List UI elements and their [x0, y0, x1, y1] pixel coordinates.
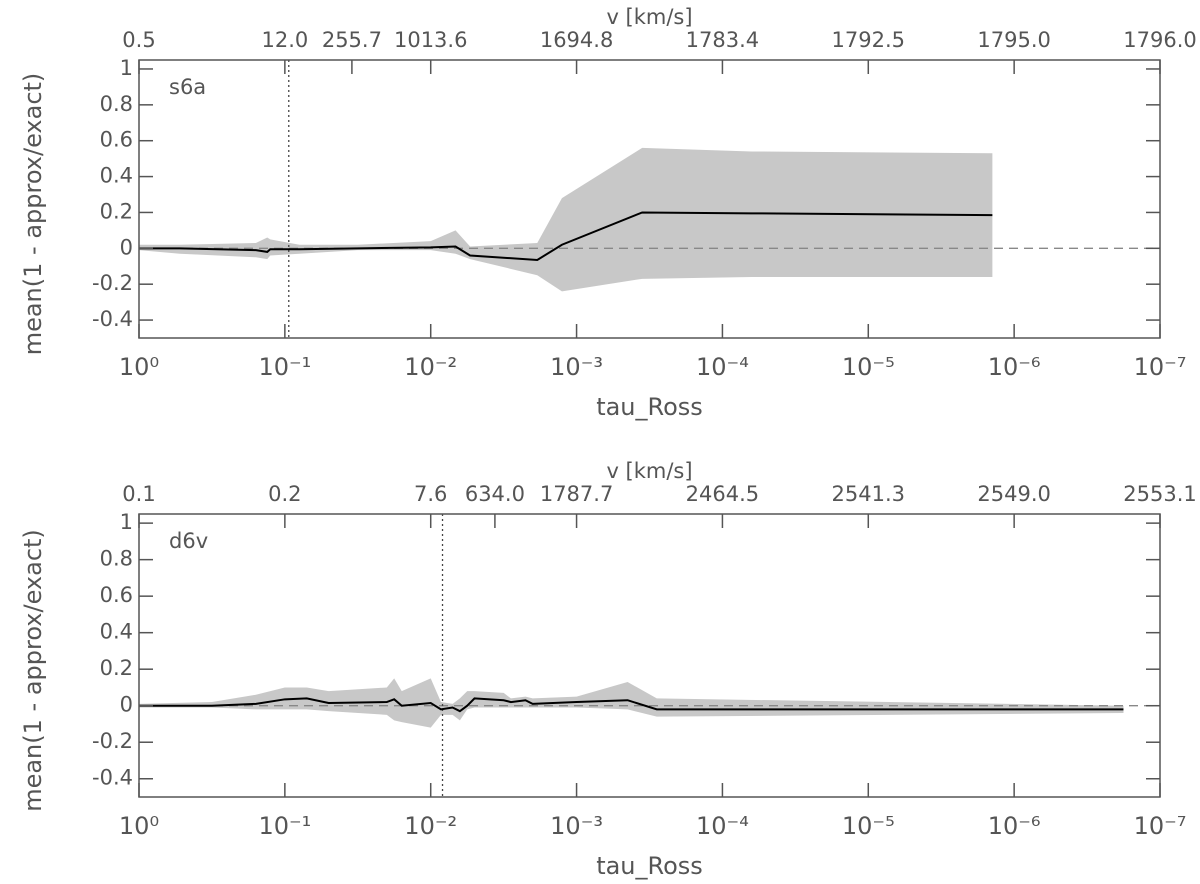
x2-axis-title: v [km/s] [606, 459, 692, 483]
mean-line [139, 697, 1124, 713]
y-tick-label: 0.8 [100, 547, 133, 571]
x-tick-label: 10⁻³ [550, 812, 603, 840]
x2-tick-label: 2549.0 [977, 482, 1050, 506]
x2-tick-label: 2464.5 [686, 482, 759, 506]
y-tick-label: -0.4 [92, 766, 133, 790]
x2-tick-label: 1013.6 [394, 28, 467, 52]
y-tick-label: 0.6 [100, 128, 133, 152]
y-tick-label: 0 [120, 693, 133, 717]
y-tick-label: -0.2 [92, 729, 133, 753]
y-tick-label: -0.2 [92, 271, 133, 295]
panel-label: s6a [169, 75, 206, 99]
x-tick-label: 10⁻⁵ [842, 353, 895, 381]
x-tick-label: 10⁻⁴ [696, 812, 749, 840]
y-axis-title: mean(1 - approx/exact) [19, 73, 47, 356]
y-tick-label: 0.4 [100, 620, 133, 644]
x2-tick-label: 12.0 [261, 28, 308, 52]
x2-tick-label: 1792.5 [832, 28, 905, 52]
y-axis-title: mean(1 - approx/exact) [19, 529, 47, 812]
x-tick-label: 10⁻⁴ [696, 353, 749, 381]
x2-tick-label: 1795.0 [977, 28, 1050, 52]
mean-line [139, 211, 993, 261]
x2-tick-label: 0.5 [122, 28, 155, 52]
plot-frame [138, 59, 1161, 339]
x2-tick-label: 1783.4 [686, 28, 759, 52]
x2-tick-label: 255.7 [322, 28, 382, 52]
x-tick-label: 10⁻⁶ [988, 812, 1041, 840]
x-tick-label: 10⁰ [119, 812, 159, 840]
x-tick-label: 10⁻¹ [258, 812, 311, 840]
y-tick-label: 0.2 [100, 656, 133, 680]
x-tick-label: 10⁰ [119, 353, 159, 381]
x-tick-label: 10⁻² [404, 353, 457, 381]
x2-axis-title: v [km/s] [606, 5, 692, 29]
plot-frame [138, 513, 1161, 798]
y-tick-label: 1 [120, 56, 133, 80]
y-tick-label: 0 [120, 235, 133, 259]
y-tick-label: 1 [120, 510, 133, 534]
x-tick-label: 10⁻⁶ [988, 353, 1041, 381]
x2-tick-label: 2553.1 [1123, 482, 1196, 506]
x-tick-label: 10⁻² [404, 812, 457, 840]
y-tick-label: 0.6 [100, 583, 133, 607]
x-axis-title: tau_Ross [596, 852, 703, 880]
x2-tick-label: 2541.3 [832, 482, 905, 506]
y-tick-label: 0.4 [100, 164, 133, 188]
x-tick-label: 10⁻⁷ [1134, 353, 1187, 381]
spread-band [139, 678, 1124, 728]
x2-tick-label: 0.1 [122, 482, 155, 506]
y-tick-label: 0.2 [100, 199, 133, 223]
y-tick-label: 0.8 [100, 92, 133, 116]
x2-tick-label: 1694.8 [540, 28, 613, 52]
x-tick-label: 10⁻¹ [258, 353, 311, 381]
x2-tick-label: 1796.0 [1123, 28, 1196, 52]
x2-tick-label: 1787.7 [540, 482, 613, 506]
x2-tick-label: 0.2 [268, 482, 301, 506]
spread-band [139, 147, 993, 292]
panel-label: d6v [169, 529, 208, 553]
x-tick-label: 10⁻³ [550, 353, 603, 381]
x-axis-title: tau_Ross [596, 393, 703, 421]
x-tick-label: 10⁻⁷ [1134, 812, 1187, 840]
x2-tick-label: 634.0 [465, 482, 525, 506]
x2-tick-label: 7.6 [414, 482, 447, 506]
y-tick-label: -0.4 [92, 307, 133, 331]
x-tick-label: 10⁻⁵ [842, 812, 895, 840]
